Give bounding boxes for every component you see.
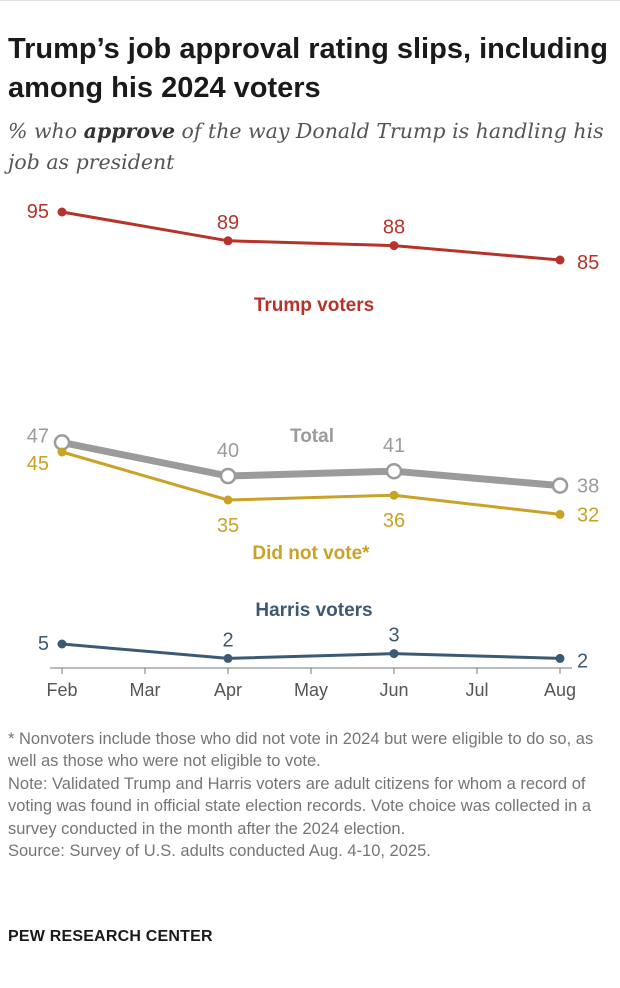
- data-label: 36: [383, 510, 405, 532]
- data-label: 40: [217, 440, 239, 462]
- data-point: [219, 467, 237, 485]
- data-label: 89: [217, 212, 239, 234]
- data-label: 5: [38, 633, 49, 655]
- data-label: 32: [577, 504, 599, 526]
- data-point: [389, 649, 399, 659]
- x-tick-label: May: [294, 680, 328, 700]
- top-divider: [0, 0, 620, 1]
- note-text: Note: Validated Trump and Harris voters …: [8, 774, 592, 838]
- data-point: [57, 207, 67, 217]
- x-tick-label: Apr: [214, 680, 242, 700]
- series-name-label: Trump voters: [254, 295, 374, 316]
- x-axis: Feb Mar Apr May Jun Jul Aug: [46, 667, 576, 700]
- chart-subtitle: % who approve of the way Donald Trump is…: [8, 116, 612, 178]
- data-point: [57, 447, 67, 457]
- data-label: 47: [27, 425, 49, 447]
- data-point: [389, 241, 399, 251]
- data-label: 85: [577, 252, 599, 274]
- footnote: * Nonvoters include those who did not vo…: [8, 730, 594, 771]
- x-tick-label: Mar: [130, 680, 161, 700]
- data-point: [223, 495, 233, 505]
- series-line: [61, 642, 561, 660]
- source-text: Source: Survey of U.S. adults conducted …: [8, 842, 431, 861]
- data-label: 95: [27, 201, 49, 223]
- data-point: [385, 462, 403, 480]
- data-point: [555, 509, 565, 519]
- data-point: [223, 236, 233, 246]
- data-label: 2: [577, 650, 588, 672]
- chart-title: Trump’s job approval rating slips, inclu…: [8, 33, 608, 104]
- series-name-label: Harris voters: [255, 600, 372, 621]
- data-label: 3: [388, 625, 399, 647]
- data-point: [555, 653, 565, 663]
- data-point: [53, 434, 71, 451]
- subtitle-emphasis: approve: [83, 119, 175, 143]
- series-did-not-vote: 45 35 36 32 Did not vote*: [27, 447, 599, 564]
- x-tick-label: Aug: [544, 680, 576, 700]
- series-line: [61, 438, 561, 490]
- data-point: [223, 653, 233, 663]
- series-trump-voters: 95 89 88 85 Trump voters: [27, 201, 600, 316]
- series-name-label: Total: [290, 426, 334, 447]
- data-label: 38: [577, 476, 599, 498]
- subtitle-prefix: % who: [8, 119, 84, 143]
- data-label: 45: [27, 453, 49, 475]
- subtitle-suffix: of the way Donald Trump is handling his …: [8, 119, 604, 174]
- brand-logo-text: PEW RESEARCH CENTER: [8, 928, 213, 945]
- data-label: 41: [383, 435, 405, 457]
- data-point: [389, 490, 399, 500]
- x-tick-label: Feb: [46, 680, 77, 700]
- data-point: [555, 255, 565, 265]
- data-label: 88: [383, 217, 405, 239]
- series-name-label: Did not vote*: [252, 543, 370, 564]
- data-label: 2: [222, 629, 233, 651]
- data-point: [57, 639, 67, 649]
- series-total: 47 40 41 38 Total: [27, 425, 600, 497]
- series-line: [61, 210, 561, 262]
- line-chart: Feb Mar Apr May Jun Jul Aug 47 40 41 38 Total 95 89 8…: [27, 201, 600, 700]
- data-point: [551, 477, 569, 494]
- data-label: 35: [217, 515, 239, 537]
- x-tick-label: Jun: [379, 680, 408, 700]
- x-tick-label: Jul: [465, 680, 488, 700]
- series-line: [61, 450, 561, 516]
- series-harris-voters: 5 2 3 2 Harris voters: [38, 600, 588, 672]
- chart-notes: * Nonvoters include those who did not vo…: [8, 728, 612, 862]
